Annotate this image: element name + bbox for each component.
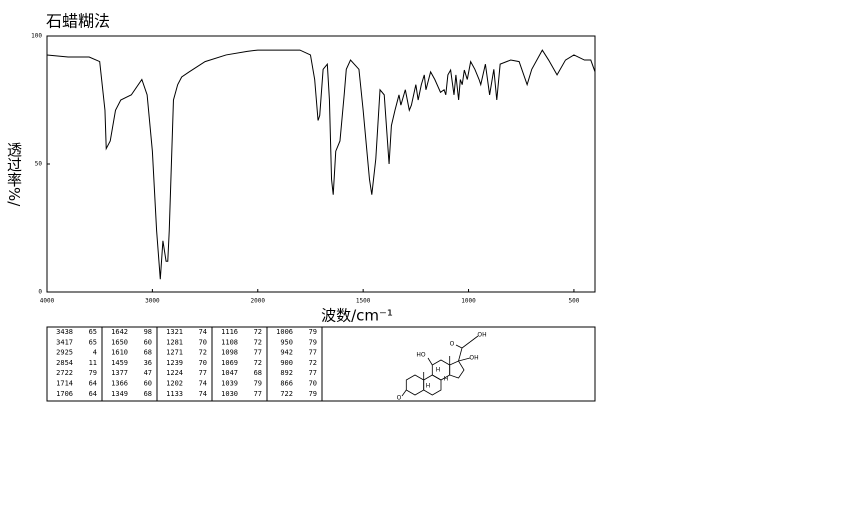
- structure-label: O: [450, 341, 455, 348]
- peak-transmittance: 72: [254, 359, 262, 367]
- peak-wavenumber: 3417: [56, 338, 73, 346]
- peak-wavenumber: 1366: [111, 380, 128, 388]
- peak-transmittance: 70: [199, 338, 207, 346]
- x-tick-label: 3000: [145, 298, 160, 305]
- peak-transmittance: 47: [144, 369, 152, 377]
- peak-wavenumber: 866: [280, 380, 293, 388]
- peak-wavenumber: 942: [280, 349, 293, 357]
- peak-wavenumber: 1116: [221, 328, 238, 336]
- peak-wavenumber: 1047: [221, 369, 238, 377]
- peak-wavenumber: 1069: [221, 359, 238, 367]
- peak-wavenumber: 1133: [166, 390, 183, 398]
- peak-wavenumber: 1108: [221, 338, 238, 346]
- peak-wavenumber: 1224: [166, 369, 183, 377]
- x-tick-label: 4000: [40, 298, 55, 305]
- structure-label: HO: [416, 352, 426, 359]
- peak-wavenumber: 1239: [166, 359, 183, 367]
- peak-transmittance: 98: [144, 328, 152, 336]
- peak-transmittance: 72: [254, 338, 262, 346]
- peak-transmittance: 77: [254, 349, 262, 357]
- peak-transmittance: 72: [199, 349, 207, 357]
- structure-label: OH: [469, 355, 478, 362]
- peak-transmittance: 77: [254, 390, 262, 398]
- x-axis-label: 波数/cm⁻¹: [321, 307, 393, 325]
- peak-transmittance: 68: [144, 349, 152, 357]
- peak-wavenumber: 1650: [111, 338, 128, 346]
- plot-frame: [46, 35, 596, 293]
- peak-wavenumber: 1202: [166, 380, 183, 388]
- peak-transmittance: 77: [309, 349, 317, 357]
- y-tick-label: 100: [31, 33, 42, 40]
- peak-transmittance: 77: [199, 369, 207, 377]
- peak-wavenumber: 1642: [111, 328, 128, 336]
- peak-transmittance: 79: [254, 380, 262, 388]
- peak-wavenumber: 1281: [166, 338, 183, 346]
- x-tick-label: 2000: [251, 298, 266, 305]
- peak-transmittance: 79: [89, 369, 97, 377]
- y-tick-label: 50: [35, 161, 43, 168]
- table-frame: [46, 326, 596, 402]
- peak-transmittance: 79: [309, 328, 317, 336]
- structure-label: H: [426, 383, 431, 390]
- peak-wavenumber: 1006: [276, 328, 293, 336]
- peak-transmittance: 74: [199, 380, 207, 388]
- peak-wavenumber: 1459: [111, 359, 128, 367]
- peak-wavenumber: 1098: [221, 349, 238, 357]
- peak-transmittance: 36: [144, 359, 152, 367]
- peak-transmittance: 72: [309, 359, 317, 367]
- x-tick-label: 500: [569, 298, 580, 305]
- peak-transmittance: 74: [199, 390, 207, 398]
- peak-transmittance: 65: [89, 338, 97, 346]
- peak-wavenumber: 1039: [221, 380, 238, 388]
- peak-wavenumber: 1321: [166, 328, 183, 336]
- peak-wavenumber: 1714: [56, 380, 73, 388]
- peak-transmittance: 74: [199, 328, 207, 336]
- peak-transmittance: 70: [309, 380, 317, 388]
- y-tick-label: 0: [38, 289, 42, 296]
- peak-transmittance: 4: [93, 349, 97, 357]
- peak-wavenumber: 1377: [111, 369, 128, 377]
- chart-title: 石蜡糊法: [46, 12, 110, 31]
- peak-transmittance: 77: [309, 369, 317, 377]
- peak-wavenumber: 1610: [111, 349, 128, 357]
- peak-wavenumber: 892: [280, 369, 293, 377]
- peak-transmittance: 64: [89, 380, 97, 388]
- peak-transmittance: 79: [309, 390, 317, 398]
- structure-label: H: [436, 367, 441, 374]
- peak-wavenumber: 1349: [111, 390, 128, 398]
- peak-wavenumber: 3438: [56, 328, 73, 336]
- structure: [401, 335, 479, 397]
- peak-wavenumber: 722: [280, 390, 293, 398]
- x-tick-label: 1500: [356, 298, 371, 305]
- structure-label: H: [444, 376, 449, 383]
- peak-transmittance: 64: [89, 390, 97, 398]
- peak-transmittance: 79: [309, 338, 317, 346]
- peak-transmittance: 70: [199, 359, 207, 367]
- peak-wavenumber: 2854: [56, 359, 73, 367]
- peak-wavenumber: 2925: [56, 349, 73, 357]
- peak-transmittance: 65: [89, 328, 97, 336]
- peak-transmittance: 68: [254, 369, 262, 377]
- peak-wavenumber: 1030: [221, 390, 238, 398]
- peak-wavenumber: 2722: [56, 369, 73, 377]
- y-axis-label: 透过率%/: [5, 142, 23, 207]
- peak-wavenumber: 1706: [56, 390, 73, 398]
- peak-wavenumber: 1271: [166, 349, 183, 357]
- spectrum-line: [46, 49, 596, 280]
- peak-wavenumber: 950: [280, 338, 293, 346]
- structure-label: O: [397, 395, 402, 402]
- peak-transmittance: 72: [254, 328, 262, 336]
- peak-transmittance: 11: [89, 359, 97, 367]
- peak-transmittance: 60: [144, 338, 152, 346]
- peak-wavenumber: 900: [280, 359, 293, 367]
- peak-transmittance: 60: [144, 380, 152, 388]
- peak-transmittance: 68: [144, 390, 152, 398]
- x-tick-label: 1000: [461, 298, 476, 305]
- structure-label: OH: [477, 332, 486, 339]
